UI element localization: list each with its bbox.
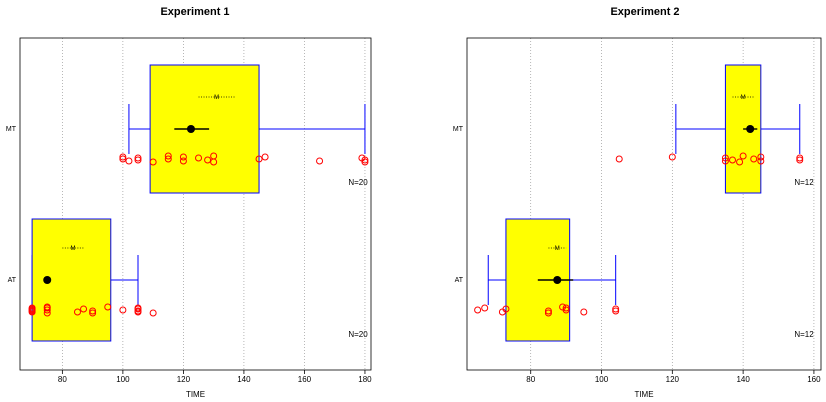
data-point (562, 306, 570, 314)
m-label: M (214, 95, 219, 101)
data-point (612, 307, 620, 315)
mean-point (553, 276, 562, 284)
series-at: AT M N=20 (8, 218, 368, 342)
data-point (255, 155, 263, 163)
mean-point (43, 276, 52, 284)
chart-title: Experiment 1 (160, 6, 229, 18)
data-point (316, 157, 324, 165)
data-point (261, 153, 269, 161)
mean-point (746, 125, 755, 133)
data-point (119, 306, 127, 314)
data-point (580, 308, 588, 316)
x-axis-label: TIME (634, 390, 653, 399)
data-point (474, 306, 482, 314)
n-label: N=12 (794, 178, 814, 187)
data-point (164, 155, 172, 163)
data-point (721, 157, 729, 165)
data-point (757, 157, 765, 165)
data-point (134, 305, 142, 313)
data-point (210, 152, 218, 160)
data-point (89, 307, 97, 315)
data-point (544, 309, 552, 317)
m-label: M (555, 246, 560, 252)
data-point (796, 154, 804, 162)
data-point (104, 303, 112, 311)
data-point (149, 158, 157, 166)
data-point (668, 153, 676, 161)
data-point (28, 307, 36, 315)
data-point (544, 307, 552, 315)
x-tick-label: 140 (237, 375, 251, 384)
x-tick-label: 100 (595, 375, 609, 384)
data-point (502, 305, 510, 313)
data-point (119, 155, 127, 163)
chart-panel-1: Experiment 1 80 100 120 140 160 180 TIME MT M N=20… (6, 6, 372, 399)
data-point (361, 156, 369, 164)
x-tick-label: 160 (807, 375, 821, 384)
data-point (43, 306, 51, 314)
data-point (612, 305, 620, 313)
data-point (481, 304, 489, 312)
data-point (179, 157, 187, 165)
data-point (796, 156, 804, 164)
data-point (28, 305, 36, 313)
category-label: MT (453, 126, 464, 133)
m-label: M (70, 246, 75, 252)
data-point (729, 156, 736, 164)
data-point (195, 154, 203, 162)
plot-frame (19, 37, 372, 371)
data-point (134, 154, 142, 162)
n-label: N=20 (348, 330, 368, 339)
data-point (164, 152, 172, 160)
data-point (361, 158, 369, 166)
chart-panel-2: Experiment 2 80 100 120 140 160 TIME MT M N=12 AT M… (453, 6, 822, 399)
data-point (125, 157, 133, 165)
x-tick-label: 180 (358, 375, 372, 384)
category-label: AT (455, 277, 464, 284)
x-tick-label: 140 (736, 375, 750, 384)
data-point (615, 155, 623, 163)
data-point (73, 308, 81, 316)
data-point (43, 304, 51, 312)
x-tick-label: 100 (116, 375, 130, 384)
data-point (179, 153, 187, 161)
data-point (119, 153, 127, 161)
data-point (721, 154, 729, 162)
data-point (204, 156, 212, 164)
data-point (736, 158, 744, 166)
data-point (739, 152, 747, 160)
n-label: N=12 (794, 330, 814, 339)
category-label: MT (6, 126, 17, 133)
data-point (149, 309, 157, 317)
series-at: AT M N=12 (455, 218, 814, 342)
x-axis-label: TIME (186, 390, 205, 399)
series-mt: MT M N=12 (453, 64, 814, 194)
x-tick-label: 80 (526, 375, 535, 384)
data-point (562, 304, 570, 312)
data-point (750, 155, 758, 163)
x-tick-label: 120 (666, 375, 680, 384)
data-point (80, 305, 88, 313)
data-point (89, 309, 97, 317)
data-point (757, 153, 765, 161)
x-tick-label: 80 (58, 375, 67, 384)
category-label: AT (8, 277, 17, 284)
data-point (134, 156, 142, 164)
plot-frame (466, 37, 822, 371)
x-tick-label: 120 (177, 375, 191, 384)
series-mt: MT M N=20 (6, 64, 369, 194)
mean-point (186, 125, 195, 133)
x-tick-label: 160 (298, 375, 312, 384)
chart-title: Experiment 2 (610, 6, 679, 18)
n-label: N=20 (348, 178, 368, 187)
data-point (134, 307, 142, 315)
m-label: M (741, 95, 746, 101)
